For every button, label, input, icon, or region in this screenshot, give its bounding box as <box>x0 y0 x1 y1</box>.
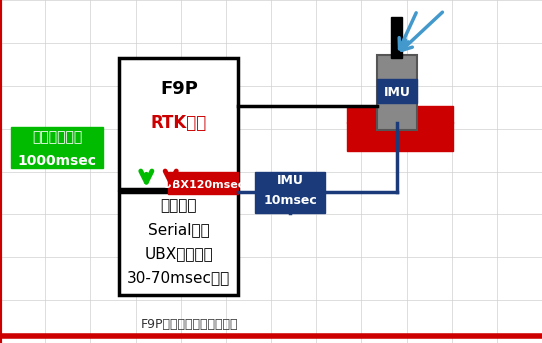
Text: IMU: IMU <box>276 174 304 187</box>
Text: Serial受信: Serial受信 <box>148 222 210 237</box>
FancyBboxPatch shape <box>377 79 417 103</box>
Text: マイコン: マイコン <box>160 198 197 213</box>
Text: IMU: IMU <box>384 86 410 99</box>
FancyBboxPatch shape <box>119 58 238 189</box>
Text: 30-70msec遅延: 30-70msec遅延 <box>127 270 230 285</box>
FancyBboxPatch shape <box>119 192 238 295</box>
Text: RTK演算: RTK演算 <box>151 115 207 132</box>
FancyBboxPatch shape <box>168 172 238 194</box>
FancyBboxPatch shape <box>347 106 453 123</box>
FancyBboxPatch shape <box>11 127 103 168</box>
Text: F9Pの内部処理と位置精度: F9Pの内部処理と位置精度 <box>141 318 238 331</box>
Text: 10msec: 10msec <box>263 194 317 207</box>
Text: タイムパルス: タイムパルス <box>32 130 82 144</box>
Text: UBX120msec: UBX120msec <box>163 179 244 190</box>
Text: F9P: F9P <box>160 80 198 98</box>
Text: UBXが遅れる: UBXが遅れる <box>145 246 213 261</box>
Text: 1000msec: 1000msec <box>17 154 96 168</box>
FancyBboxPatch shape <box>255 172 325 213</box>
FancyBboxPatch shape <box>347 122 453 151</box>
FancyBboxPatch shape <box>391 17 402 58</box>
FancyBboxPatch shape <box>377 55 417 130</box>
